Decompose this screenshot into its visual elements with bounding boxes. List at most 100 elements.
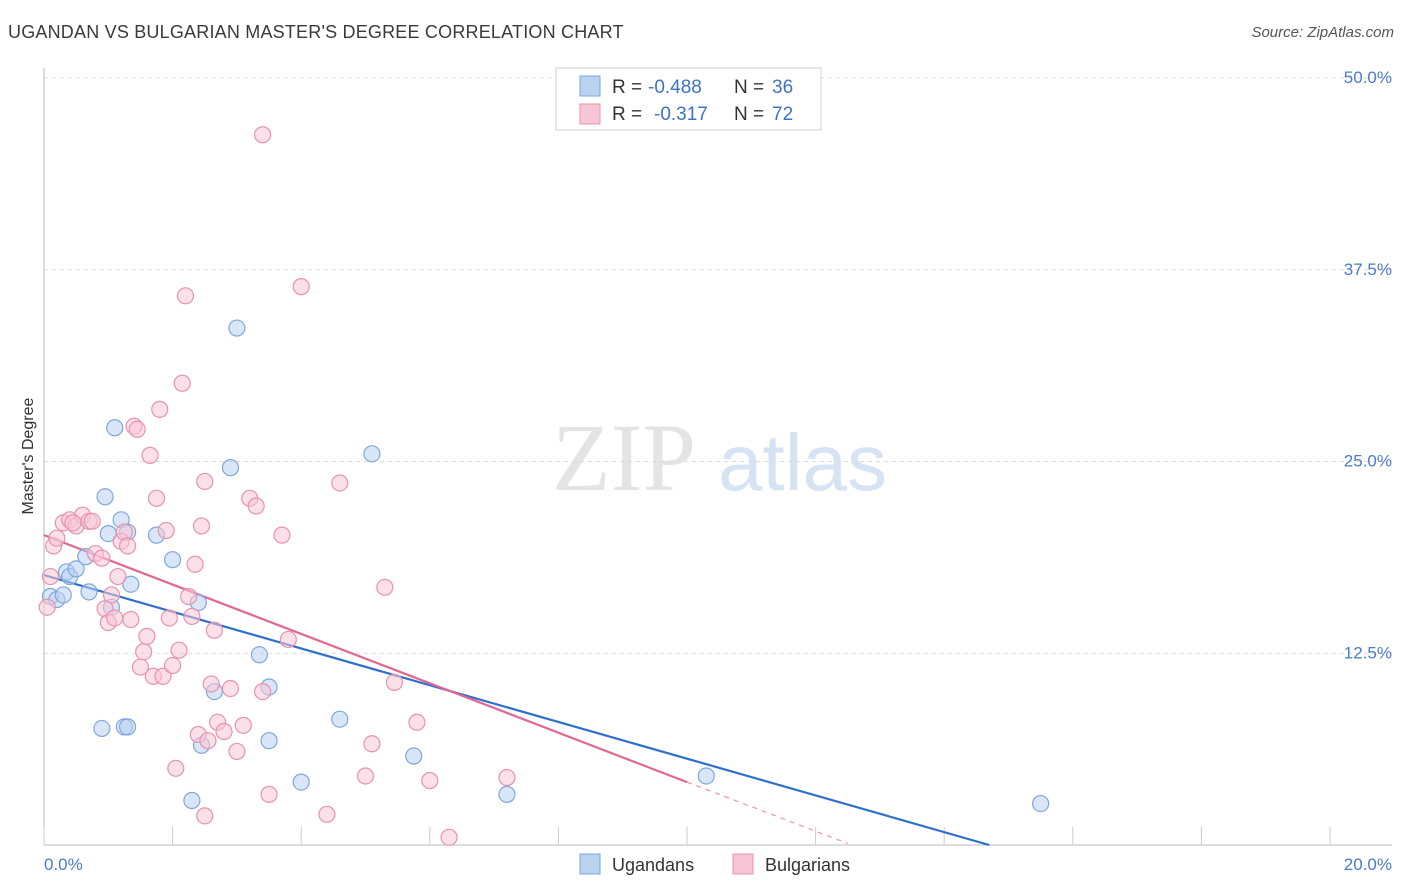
point-bulgarians-52 — [247, 497, 265, 515]
legend-r-value-ugandans: -0.488 — [648, 77, 702, 98]
point-bulgarians-35 — [173, 374, 191, 392]
point-bulgarians-53 — [254, 682, 272, 701]
point-bulgarians-29 — [151, 400, 169, 418]
point-ugandans-19 — [221, 459, 240, 477]
point-bulgarians-54 — [260, 785, 278, 803]
grid-lines — [44, 77, 1392, 654]
point-ugandans-32 — [405, 747, 423, 765]
point-ugandans-11 — [106, 419, 124, 437]
point-bulgarians-32 — [160, 609, 178, 627]
point-bulgarians-68 — [254, 126, 272, 144]
point-bulgarians-25 — [138, 627, 156, 645]
point-bulgarians-69 — [167, 759, 185, 777]
point-ugandans-33 — [498, 785, 516, 803]
legend: R = -0.488 N = 36 R = -0.317 N = 72 — [555, 67, 822, 131]
point-ugandans-14 — [122, 575, 140, 593]
point-bulgarians-66 — [440, 828, 458, 846]
point-bulgarians-42 — [196, 472, 214, 491]
trend-line-extension-bulgarians — [686, 781, 848, 845]
point-bulgarians-31 — [157, 521, 175, 540]
point-ugandans-20 — [250, 646, 269, 664]
point-ugandans-23 — [260, 732, 278, 750]
point-bulgarians-3 — [48, 529, 66, 547]
point-bulgarians-26 — [141, 446, 159, 464]
bottom-legend-label-ugandans: Ugandans — [612, 855, 694, 875]
point-ugandans-5 — [67, 560, 85, 578]
point-ugandans-22 — [363, 445, 381, 463]
point-ugandans-18 — [228, 319, 246, 337]
point-bulgarians-55 — [273, 526, 291, 544]
point-bulgarians-48 — [221, 679, 240, 698]
tick-labels: 12.5% 25.0% 37.5% 50.0% 0.0% 20.0% — [44, 68, 1392, 874]
x-tick-label-0: 0.0% — [44, 855, 83, 874]
point-bulgarians-64 — [408, 713, 426, 731]
trend-line-bulgarians — [43, 534, 688, 784]
point-bulgarians-71 — [64, 514, 82, 532]
legend-swatch-ugandans — [579, 75, 601, 97]
y-tick-label-0: 12.5% — [1344, 643, 1392, 662]
legend-swatch-bulgarians — [579, 103, 601, 125]
legend-n-label-ugandans: N = — [734, 77, 764, 98]
point-bulgarians-56 — [279, 630, 297, 649]
point-bulgarians-39 — [186, 555, 204, 573]
trend-line-ugandans — [43, 573, 990, 847]
trend-lines — [43, 534, 990, 847]
point-bulgarians-43 — [199, 732, 217, 750]
bottom-legend-swatch-bulgarians — [732, 853, 754, 875]
point-bulgarians-20 — [122, 610, 140, 629]
bottom-legend: Ugandans Bulgarians — [579, 853, 850, 875]
point-bulgarians-63 — [385, 673, 404, 691]
point-bulgarians-37 — [180, 587, 198, 606]
point-bulgarians-1 — [41, 567, 60, 586]
point-bulgarians-41 — [192, 517, 211, 535]
x-tick-label-1: 20.0% — [1344, 855, 1392, 874]
point-ugandans-28 — [183, 791, 201, 810]
point-bulgarians-62 — [376, 578, 394, 596]
point-ugandans-16 — [164, 551, 182, 569]
point-ugandans-34 — [697, 767, 715, 785]
point-bulgarians-34 — [170, 641, 188, 659]
data-points — [38, 126, 1050, 846]
point-ugandans-7 — [80, 583, 98, 601]
point-bulgarians-15 — [106, 609, 124, 627]
y-tick-label-1: 25.0% — [1344, 452, 1392, 471]
point-ugandans-2 — [54, 586, 72, 604]
point-bulgarians-57 — [292, 278, 310, 296]
point-ugandans-30 — [118, 718, 137, 736]
watermark-atlas: atlas — [718, 418, 887, 507]
point-bulgarians-59 — [331, 474, 349, 492]
point-bulgarians-47 — [215, 722, 233, 741]
legend-r-label-ugandans: R = — [612, 77, 642, 98]
point-bulgarians-50 — [234, 716, 252, 734]
bottom-legend-swatch-ugandans — [579, 853, 601, 875]
point-bulgarians-45 — [205, 621, 223, 639]
point-bulgarians-61 — [363, 735, 381, 753]
point-bulgarians-16 — [109, 567, 127, 586]
legend-r-value-bulgarians: -0.317 — [654, 104, 708, 125]
point-bulgarians-9 — [83, 512, 101, 530]
point-bulgarians-58 — [318, 805, 336, 823]
point-ugandans-24 — [331, 710, 349, 728]
point-bulgarians-24 — [135, 643, 153, 661]
point-ugandans-8 — [96, 488, 114, 506]
legend-r-label-bulgarians: R = — [612, 104, 642, 125]
legend-n-value-bulgarians: 72 — [772, 104, 793, 125]
point-ugandans-35 — [1032, 794, 1050, 813]
point-bulgarians-67 — [498, 768, 516, 787]
point-bulgarians-38 — [183, 607, 201, 626]
source-label: Source: ZipAtlas.com — [1251, 24, 1394, 41]
y-tick-label-3: 50.0% — [1344, 68, 1392, 87]
bottom-legend-label-bulgarians: Bulgarians — [765, 855, 850, 875]
point-bulgarians-28 — [147, 489, 166, 507]
chart-title: UGANDAN VS BULGARIAN MASTER'S DEGREE COR… — [8, 22, 624, 42]
y-axis-label: Master's Degree — [20, 397, 37, 514]
point-ugandans-31 — [93, 719, 111, 738]
point-bulgarians-49 — [228, 742, 246, 761]
point-bulgarians-70 — [196, 807, 214, 825]
point-bulgarians-44 — [202, 675, 220, 693]
point-bulgarians-14 — [102, 586, 121, 604]
watermark-zip: ZIP — [552, 404, 696, 511]
point-bulgarians-19 — [118, 537, 137, 555]
point-bulgarians-65 — [421, 771, 439, 790]
